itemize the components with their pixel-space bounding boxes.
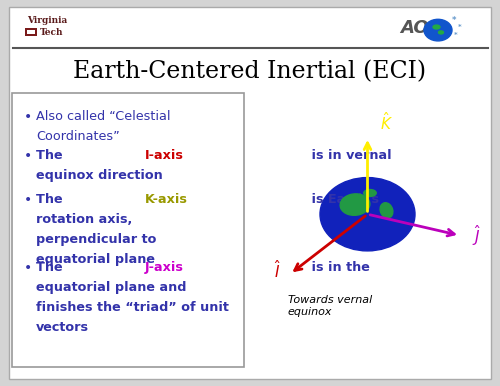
Text: •: •	[24, 110, 32, 124]
Text: equatorial plane and: equatorial plane and	[36, 281, 186, 294]
Text: $\hat{K}$: $\hat{K}$	[380, 111, 393, 133]
FancyBboxPatch shape	[12, 93, 244, 367]
Text: equinox direction: equinox direction	[36, 169, 163, 182]
Text: •: •	[24, 149, 32, 163]
Text: *: *	[454, 32, 458, 38]
FancyBboxPatch shape	[27, 30, 35, 34]
Text: •: •	[24, 193, 32, 207]
Text: perpendicular to: perpendicular to	[36, 233, 156, 246]
Circle shape	[320, 178, 415, 251]
Ellipse shape	[438, 31, 444, 34]
Text: I-axis: I-axis	[144, 149, 184, 162]
Text: The: The	[36, 261, 67, 274]
Text: equatorial plane: equatorial plane	[36, 253, 155, 266]
FancyBboxPatch shape	[9, 7, 491, 379]
Text: AOE: AOE	[400, 19, 441, 37]
Ellipse shape	[340, 194, 370, 215]
Text: •: •	[24, 261, 32, 274]
Text: *: *	[452, 15, 457, 25]
FancyBboxPatch shape	[25, 28, 37, 36]
Text: Coordinates”: Coordinates”	[36, 130, 120, 143]
Circle shape	[424, 19, 452, 41]
Text: *: *	[458, 24, 462, 30]
Text: vectors: vectors	[36, 321, 89, 334]
Text: Earth-Centered Inertial (ECI): Earth-Centered Inertial (ECI)	[74, 60, 426, 83]
Text: K-axis: K-axis	[144, 193, 188, 206]
Text: Towards vernal
equinox: Towards vernal equinox	[288, 295, 372, 317]
Text: $\hat{J}$: $\hat{J}$	[472, 223, 482, 248]
Text: $\hat{I}$: $\hat{I}$	[274, 259, 281, 281]
Text: J-axis: J-axis	[144, 261, 184, 274]
Text: The: The	[36, 149, 67, 162]
Text: is Earth’s: is Earth’s	[308, 193, 380, 206]
Ellipse shape	[380, 203, 393, 218]
Text: rotation axis,: rotation axis,	[36, 213, 132, 226]
Ellipse shape	[364, 190, 376, 196]
Text: Also called “Celestial: Also called “Celestial	[36, 110, 170, 123]
Text: Tech: Tech	[40, 28, 64, 37]
Text: Virginia: Virginia	[28, 16, 68, 25]
Text: is in the: is in the	[308, 261, 370, 274]
Text: is in vernal: is in vernal	[308, 149, 392, 162]
Ellipse shape	[433, 25, 440, 29]
Text: The: The	[36, 193, 67, 206]
Text: finishes the “triad” of unit: finishes the “triad” of unit	[36, 301, 229, 314]
